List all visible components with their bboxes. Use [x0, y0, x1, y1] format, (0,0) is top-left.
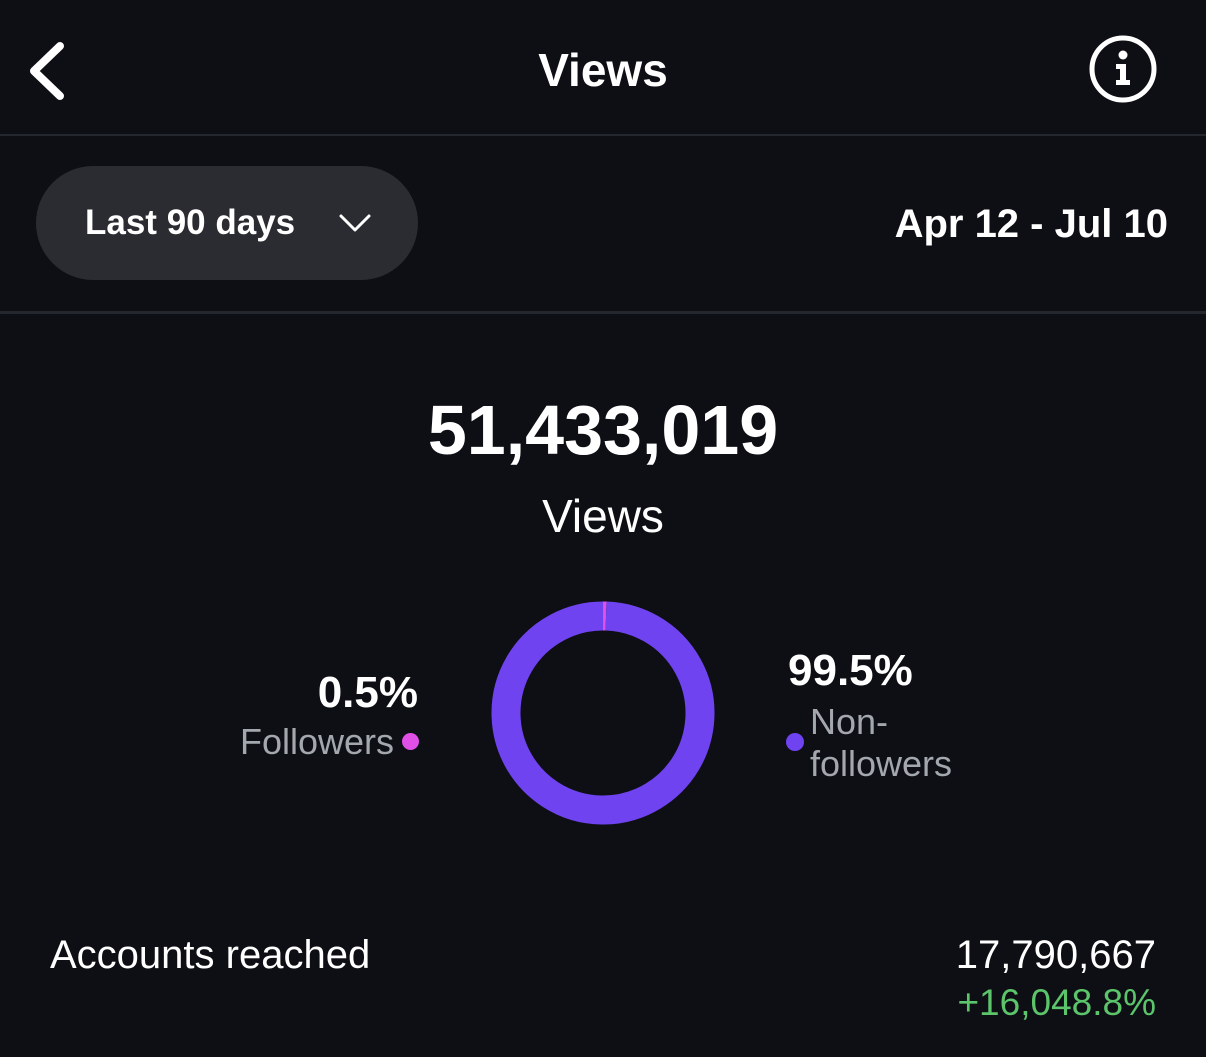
metric-change: +16,048.8% [957, 982, 1156, 1023]
divider [0, 311, 1206, 314]
donut-segment [491, 601, 715, 825]
followers-label: Followers [239, 721, 394, 762]
range-label: Last 90 days [85, 203, 296, 242]
metric-label: Accounts reached [50, 933, 371, 977]
followers-percent: 0.5% [317, 668, 418, 717]
page-title: Views [538, 44, 668, 96]
total-label: Views [542, 490, 664, 542]
divider [0, 134, 1206, 136]
nonfollowers-percent: 99.5% [788, 646, 913, 695]
back-button[interactable] [24, 40, 70, 102]
dropdown-chevron [339, 214, 371, 232]
legend-dot [786, 733, 804, 751]
total-views: 51,433,019 [427, 391, 779, 469]
info-button[interactable] [1088, 35, 1158, 105]
metric-value: 17,790,667 [955, 933, 1156, 977]
donut-chart [491, 601, 715, 825]
info-circle [1089, 35, 1157, 103]
info-glyph [1116, 64, 1130, 85]
range-dropdown[interactable]: Last 90 days [36, 166, 418, 280]
legend-dot [402, 733, 419, 750]
date-range: Apr 12 - Jul 10 [894, 202, 1168, 246]
nonfollowers-label: Non-followers [810, 701, 953, 784]
back-icon [30, 42, 64, 100]
info-dot [1118, 50, 1128, 60]
